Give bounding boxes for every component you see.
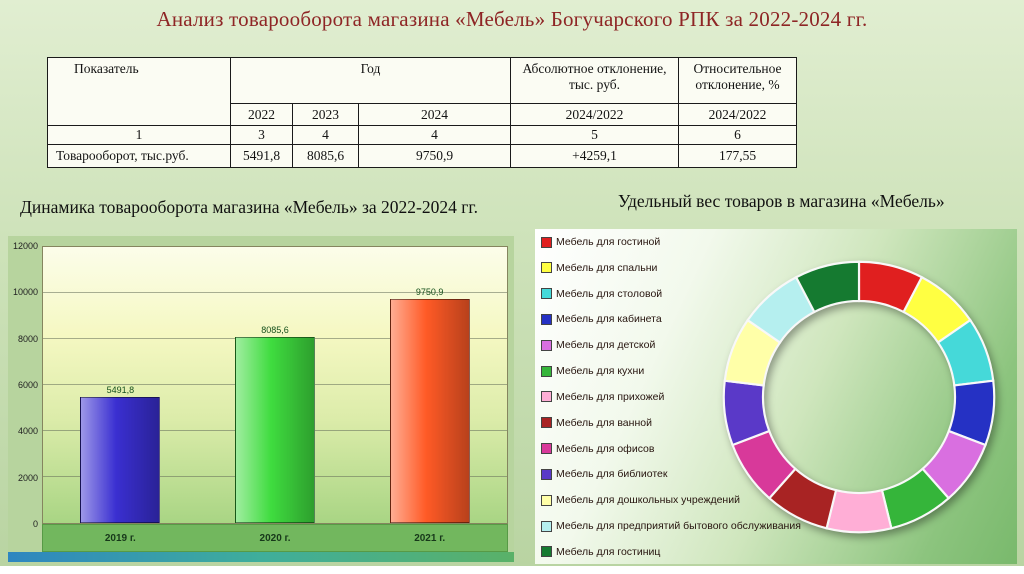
table-column-number: 4 — [292, 125, 359, 145]
legend-item: Мебель для предприятий бытового обслужив… — [541, 520, 801, 532]
table-cell-rel: 177,55 — [678, 144, 797, 168]
bar-column: 5491,8 — [43, 247, 198, 523]
table-column-number: 4 — [358, 125, 511, 145]
legend-label: Мебель для кабинета — [556, 313, 662, 326]
legend-color-swatch — [541, 546, 552, 558]
slide-title: Анализ товарооборота магазина «Мебель» Б… — [156, 7, 868, 31]
table-column-number: 5 — [510, 125, 679, 145]
legend-item: Мебель для спальни — [541, 262, 801, 274]
table-header-year-2022: 2022 — [230, 103, 293, 126]
bar-chart-panel: 0 2000 4000 6000 8000 10000 12000 5491,8 8085,6… — [8, 236, 514, 562]
table-cell-abs: +4259,1 — [510, 144, 679, 168]
legend-item: Мебель для кабинета — [541, 313, 801, 325]
legend-color-swatch — [541, 494, 552, 506]
gridline — [43, 292, 507, 293]
legend-color-swatch — [541, 236, 552, 248]
table-cell-2023: 8085,6 — [292, 144, 359, 168]
bar-chart-plot: 5491,8 8085,6 9750,9 — [42, 246, 508, 524]
legend-label: Мебель для дошкольных учреждений — [556, 494, 740, 507]
legend-item: Мебель для библиотек — [541, 468, 801, 480]
table-data-row: Товарооборот, тыс.руб. 5491,8 8085,6 975… — [47, 144, 797, 168]
legend-color-swatch — [541, 417, 552, 429]
y-axis-tick-label: 0 — [32, 519, 38, 529]
pie-legend: Мебель для гостиной Мебель для спальни Меб… — [541, 236, 801, 558]
legend-label: Мебель для гостиной — [556, 236, 661, 248]
y-axis-tick-label: 6000 — [17, 380, 38, 390]
legend-item: Мебель для прихожей — [541, 391, 801, 403]
legend-label: Мебель для ванной — [556, 416, 652, 429]
table-header-year-group: Год — [230, 57, 511, 104]
bar-chart-x-axis: 2019 г. 2020 г. 2021 г. — [42, 524, 508, 552]
legend-label: Мебель для библиотек — [556, 468, 668, 481]
legend-item: Мебель для детской — [541, 339, 801, 351]
table-header-indicator: Показатель — [47, 57, 231, 126]
analysis-table-wrap: Показатель Год Абсолютное отклонение, ты… — [47, 57, 797, 168]
bar-column: 9750,9 — [352, 247, 507, 523]
bar — [80, 396, 161, 523]
bar-chart-footer-strip — [8, 552, 514, 562]
table-row-label: Товарооборот, тыс.руб. — [47, 144, 231, 168]
legend-color-swatch — [541, 520, 552, 532]
pie-chart-panel: Мебель для гостиной Мебель для спальни Меб… — [535, 229, 1017, 564]
legend-label: Мебель для прихожей — [556, 390, 665, 403]
y-axis-tick-label: 2000 — [17, 472, 38, 483]
table-header-rel-deviation: Относительное отклонение, % — [678, 57, 797, 104]
legend-label: Мебель для столовой — [556, 287, 663, 300]
legend-item: Мебель для столовой — [541, 288, 801, 300]
legend-label: Мебель для предприятий бытового обслужив… — [556, 520, 801, 533]
y-axis-tick-label: 10000 — [12, 287, 38, 298]
table-header-year-2023: 2023 — [292, 103, 359, 126]
pie-chart-heading: Удельный вес товаров в магазина «Мебель» — [618, 191, 945, 211]
legend-color-swatch — [541, 365, 552, 377]
table-header-year-2024: 2024 — [358, 103, 511, 126]
table-header-abs-deviation: Абсолютное отклонение, тыс. руб. — [510, 57, 679, 104]
bar-value-label: 9750,9 — [415, 286, 444, 297]
legend-label: Мебель для гостиниц — [556, 545, 661, 558]
bar-chart-y-axis: 0 2000 4000 6000 8000 10000 12000 — [8, 241, 42, 529]
table-header-rel-sub: 2024/2022 — [678, 103, 797, 126]
donut-segment — [825, 488, 893, 534]
legend-label: Мебель для детской — [556, 339, 656, 352]
table-header-abs-sub: 2024/2022 — [510, 103, 679, 126]
legend-item: Мебель для ванной — [541, 417, 801, 429]
table-column-number: 1 — [47, 125, 231, 145]
y-axis-tick-label: 12000 — [12, 241, 38, 251]
legend-color-swatch — [541, 339, 552, 351]
y-axis-tick-label: 8000 — [17, 333, 38, 344]
legend-label: Мебель для офисов — [556, 442, 655, 455]
bar-chart-heading: Динамика товарооборота магазина «Мебель»… — [20, 197, 478, 217]
legend-item: Мебель для дошкольных учреждений — [541, 494, 801, 506]
bar-column: 8085,6 — [198, 247, 353, 523]
legend-item: Мебель для офисов — [541, 443, 801, 455]
legend-color-swatch — [541, 262, 552, 274]
x-axis-category-label: 2020 г. — [259, 532, 291, 544]
table-cell-2022: 5491,8 — [230, 144, 293, 168]
legend-item: Мебель для гостиной — [541, 236, 801, 248]
donut-segment — [794, 260, 861, 314]
legend-color-swatch — [541, 468, 552, 480]
legend-item: Мебель для гостиниц — [541, 546, 801, 558]
bar — [235, 337, 315, 523]
legend-item: Мебель для кухни — [541, 365, 801, 377]
x-axis-category-label: 2021 г. — [414, 532, 446, 544]
legend-color-swatch — [541, 313, 552, 325]
table-cell-2024: 9750,9 — [358, 144, 511, 168]
legend-color-swatch — [541, 391, 552, 403]
donut-chart-svg — [722, 260, 996, 534]
table-column-number-row: 1 3 4 4 5 6 — [47, 125, 797, 145]
y-axis-tick-label: 4000 — [17, 426, 38, 437]
legend-label: Мебель для спальни — [556, 261, 658, 274]
bar-value-label: 8085,6 — [261, 325, 289, 336]
legend-color-swatch — [541, 288, 552, 300]
bar-value-label: 5491,8 — [106, 384, 135, 395]
bar — [389, 298, 470, 523]
analysis-table: Показатель Год Абсолютное отклонение, ты… — [47, 57, 797, 168]
legend-color-swatch — [541, 443, 552, 455]
table-column-number: 3 — [230, 125, 293, 145]
legend-label: Мебель для кухни — [556, 365, 645, 378]
x-axis-category-label: 2019 г. — [104, 532, 136, 544]
table-column-number: 6 — [678, 125, 797, 145]
